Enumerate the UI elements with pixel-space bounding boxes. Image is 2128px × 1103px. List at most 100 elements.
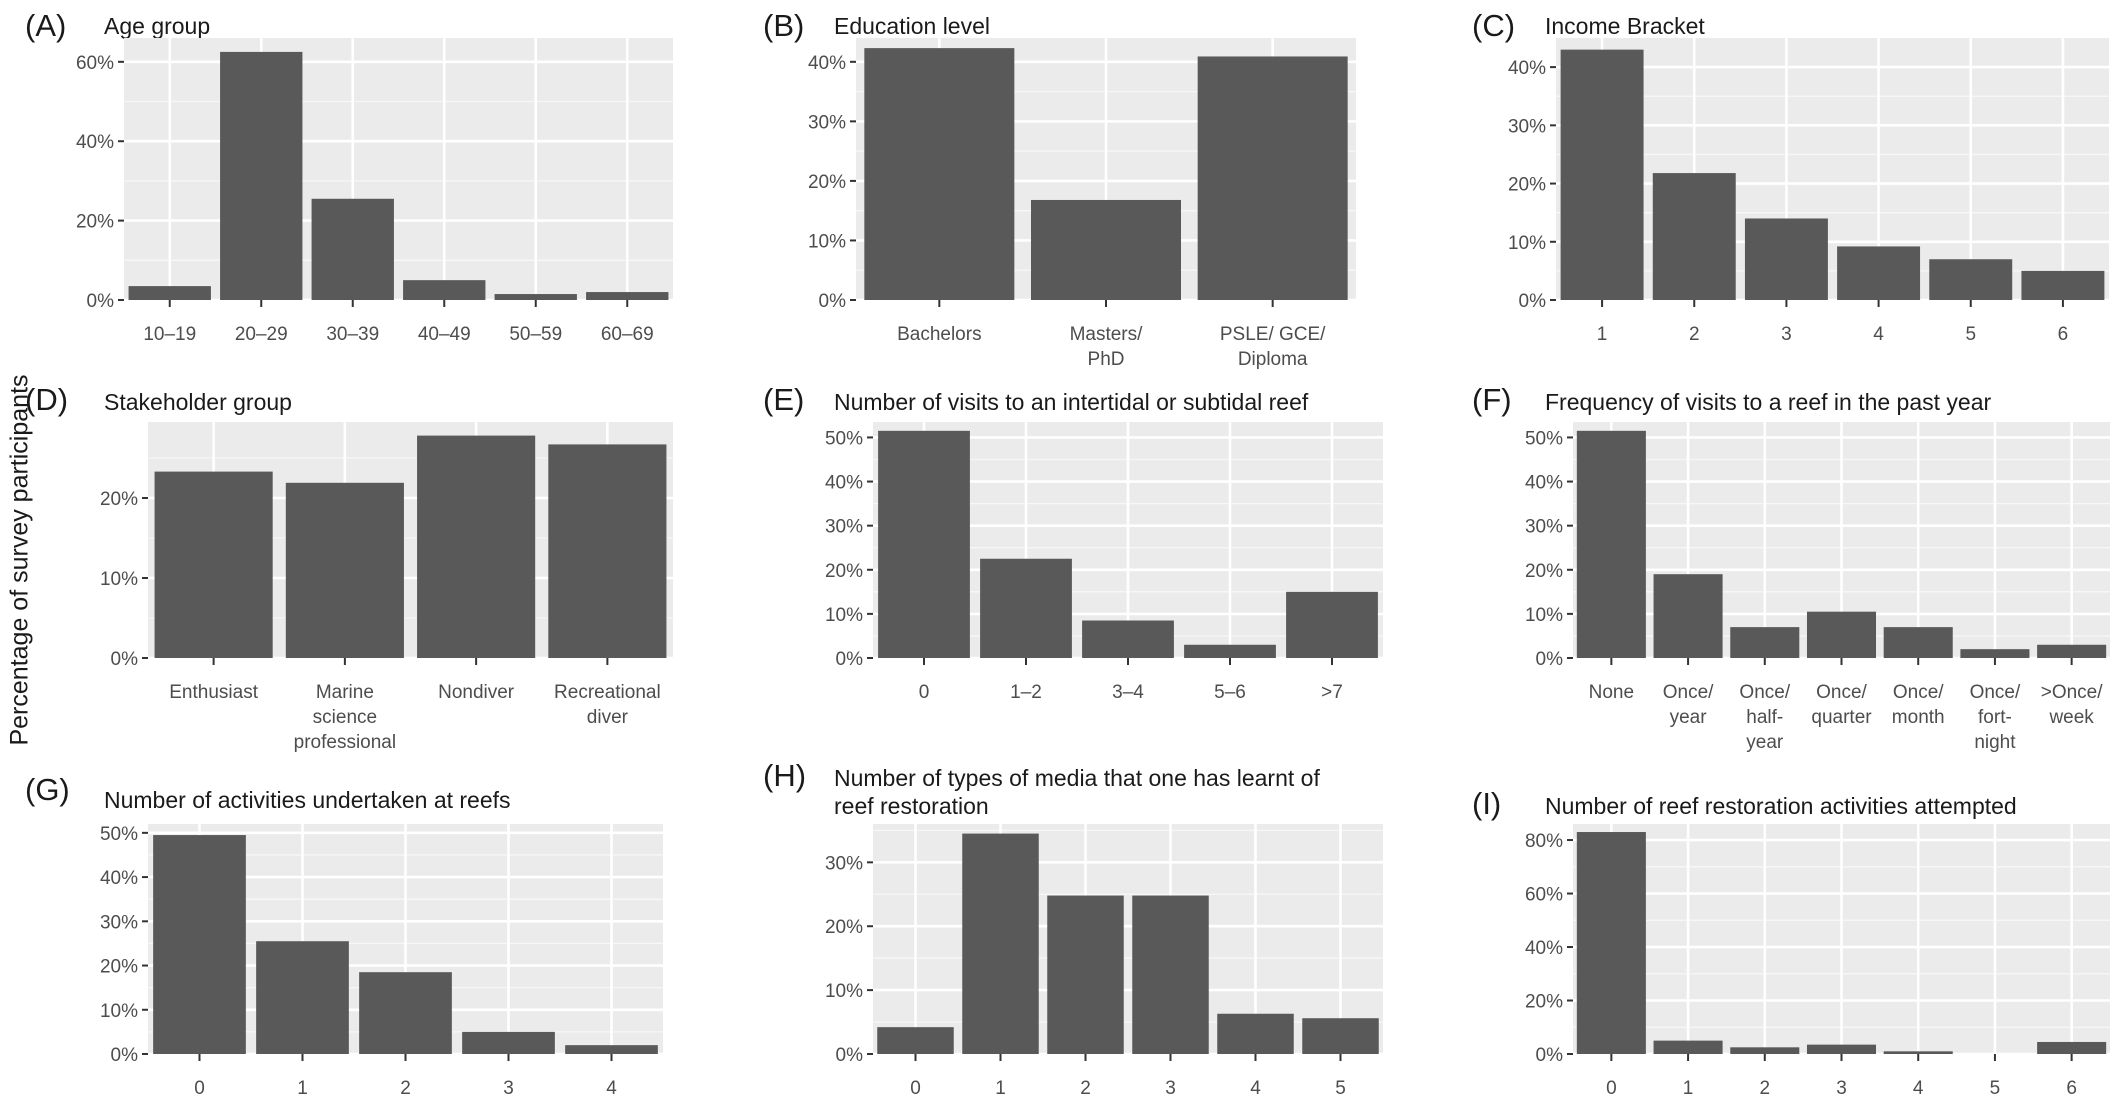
x-tick-label: 2 — [1080, 1078, 1091, 1099]
x-tick-label: 6 — [2058, 324, 2069, 345]
x-tick-label: 3–4 — [1112, 682, 1144, 703]
panel-title: Number of reef restoration activities at… — [1545, 793, 2017, 819]
x-tick-label: 1 — [1597, 324, 1608, 345]
bar — [1929, 259, 2013, 300]
y-tick-label: 60% — [1525, 885, 1563, 906]
bar — [980, 558, 1072, 658]
bar — [1806, 1044, 1877, 1054]
y-tick-label: 10% — [100, 569, 138, 590]
y-tick-label: 40% — [825, 473, 863, 494]
bar — [1286, 591, 1378, 658]
y-tick-label: 20% — [808, 172, 846, 193]
x-tick-label: fort- — [1978, 707, 2012, 728]
y-tick-label: 20% — [825, 561, 863, 582]
panel-title: Number of activities undertaken at reefs — [104, 787, 511, 813]
x-tick-label: year — [1746, 732, 1784, 753]
panel-c: (C) Income Bracket 0% 10% 20% 30% 40% 1 2 3 4 5 6 — [1472, 8, 2109, 345]
y-tick-label: 0% — [1536, 1045, 1564, 1066]
panel-label: (G) — [25, 772, 70, 807]
x-tick-label: 1 — [995, 1078, 1006, 1099]
panel-label: (I) — [1472, 786, 1501, 821]
x-tick-label: Marine — [316, 682, 374, 703]
y-tick-label: 0% — [836, 1045, 864, 1066]
x-tick-label: 3 — [1836, 1078, 1847, 1099]
y-tick-label: 30% — [825, 517, 863, 538]
bar — [1302, 1018, 1379, 1054]
bar — [1047, 895, 1124, 1054]
plot-background — [1556, 38, 2109, 300]
y-tick-label: 0% — [1536, 649, 1564, 670]
bar — [2021, 270, 2105, 300]
y-tick-label: 80% — [1525, 831, 1563, 852]
y-tick-label: 30% — [100, 912, 138, 933]
bar — [1560, 49, 1644, 301]
y-tick-label: 20% — [100, 489, 138, 510]
panel-e: (E) Number of visits to an intertidal or … — [763, 382, 1383, 703]
x-tick-label: 5 — [1990, 1078, 2001, 1099]
x-tick-label: 60–69 — [601, 324, 654, 345]
bar — [1837, 246, 1921, 300]
panel-title: reef restoration — [834, 793, 989, 819]
bar — [877, 1027, 954, 1054]
y-tick-label: 10% — [1525, 605, 1563, 626]
panel-label: (F) — [1472, 382, 1512, 417]
bar — [1653, 574, 1723, 658]
x-tick-label: Once/ — [1970, 682, 2021, 703]
x-tick-label: night — [1974, 732, 2016, 753]
y-tick-label: 50% — [100, 824, 138, 845]
bar — [285, 482, 404, 658]
panel-a: (A) Age group 0% 20% 40% 60% 10–19 20–29 30–39 40… — [25, 8, 673, 345]
panel-title: Stakeholder group — [104, 389, 292, 415]
y-tick-label: 20% — [100, 957, 138, 978]
bar — [403, 280, 486, 300]
panel-label: (H) — [763, 758, 806, 793]
plot-background — [124, 38, 673, 300]
y-tick-label: 10% — [1508, 233, 1546, 254]
x-tick-label: 4 — [606, 1078, 617, 1099]
y-tick-label: 0% — [111, 1045, 139, 1066]
x-tick-label: Bachelors — [897, 324, 982, 345]
panel-title: Education level — [834, 13, 990, 39]
x-tick-label: 6 — [2066, 1078, 2077, 1099]
bar — [1217, 1013, 1294, 1054]
x-tick-label: 30–39 — [326, 324, 379, 345]
bar — [154, 471, 273, 658]
bar — [359, 972, 452, 1054]
x-tick-label: >7 — [1321, 682, 1343, 703]
y-tick-label: 10% — [100, 1001, 138, 1022]
x-tick-label: 4 — [1250, 1078, 1261, 1099]
x-tick-label: 4 — [1873, 324, 1884, 345]
y-tick-label: 40% — [76, 132, 114, 153]
x-tick-label: 5 — [1965, 324, 1976, 345]
bar — [1576, 832, 1646, 1054]
bar — [878, 430, 970, 658]
x-tick-label: year — [1670, 707, 1708, 728]
y-tick-label: 40% — [1525, 938, 1563, 959]
y-tick-label: 0% — [1519, 291, 1547, 312]
x-tick-label: Once/ — [1893, 682, 1944, 703]
x-tick-label: half- — [1746, 707, 1783, 728]
x-tick-label: week — [2048, 707, 2094, 728]
x-tick-label: month — [1892, 707, 1945, 728]
y-tick-label: 20% — [76, 212, 114, 233]
x-tick-label: None — [1589, 682, 1634, 703]
bar — [565, 1045, 658, 1054]
x-tick-label: 0 — [1606, 1078, 1617, 1099]
bar — [128, 286, 211, 300]
y-tick-label: 10% — [825, 981, 863, 1002]
bar — [1883, 627, 1953, 658]
x-tick-label: 3 — [503, 1078, 514, 1099]
bar — [1197, 56, 1348, 300]
bar — [1730, 627, 1800, 658]
bar — [1031, 199, 1181, 300]
y-tick-label: 30% — [808, 112, 846, 133]
x-tick-label: Once/ — [1663, 682, 1714, 703]
x-tick-label: 0 — [194, 1078, 205, 1099]
x-tick-label: 3 — [1781, 324, 1792, 345]
x-tick-label: 40–49 — [418, 324, 471, 345]
y-tick-label: 20% — [1508, 175, 1546, 196]
y-tick-label: 40% — [808, 53, 846, 74]
panel-g: (G) Number of activities undertaken at re… — [25, 772, 663, 1099]
panel-d: (D) Stakeholder group 0% 10% 20% Enthusiast Ma… — [25, 382, 673, 753]
